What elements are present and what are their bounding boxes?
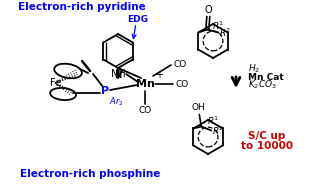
- Text: P: P: [101, 86, 109, 96]
- Text: OH: OH: [191, 104, 205, 112]
- Text: +: +: [155, 70, 163, 80]
- Text: $R^2$: $R^2$: [219, 26, 232, 39]
- Text: $Ar_2$: $Ar_2$: [109, 96, 124, 108]
- Text: Mn Cat: Mn Cat: [248, 73, 284, 81]
- Text: CO: CO: [175, 80, 188, 88]
- Text: O: O: [204, 5, 212, 15]
- Text: EDG: EDG: [128, 15, 149, 23]
- Text: CO: CO: [173, 60, 186, 68]
- Text: S/C up: S/C up: [248, 131, 286, 141]
- Text: Mn: Mn: [136, 79, 154, 89]
- Text: Electron-rich phosphine: Electron-rich phosphine: [20, 169, 160, 179]
- Text: N: N: [115, 70, 123, 80]
- Text: $H_2$: $H_2$: [248, 63, 260, 75]
- Text: $R^2$: $R^2$: [212, 124, 225, 137]
- Text: $R^1$: $R^1$: [212, 19, 225, 32]
- Text: $R^1$: $R^1$: [207, 115, 220, 128]
- Text: to 10000: to 10000: [241, 141, 293, 151]
- Text: $K_2CO_3$: $K_2CO_3$: [248, 79, 277, 91]
- Text: Fe: Fe: [49, 78, 61, 88]
- Text: Electron-rich pyridine: Electron-rich pyridine: [18, 2, 146, 12]
- Text: CO: CO: [138, 106, 152, 115]
- Text: NH: NH: [111, 69, 125, 79]
